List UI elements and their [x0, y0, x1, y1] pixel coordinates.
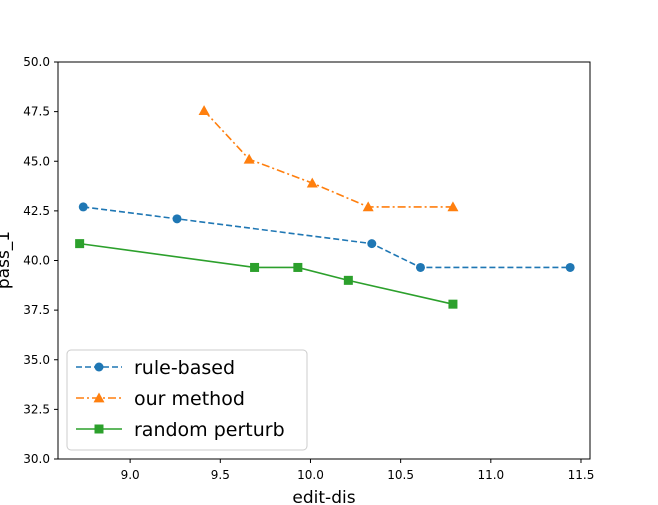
x-tick-label: 11.0	[477, 468, 504, 482]
data-point-our-method-5	[447, 201, 459, 212]
y-tick-label: 32.5	[23, 402, 50, 416]
data-point-rule-based-3	[367, 239, 377, 249]
series-layer	[75, 105, 575, 309]
y-tick-label: 45.0	[23, 154, 50, 168]
y-tick-label: 30.0	[23, 452, 50, 466]
data-point-rule-based-4	[415, 262, 425, 272]
data-point-rule-based-1	[78, 202, 88, 212]
data-point-random-perturb-5	[448, 299, 458, 309]
legend-marker-random-perturb	[94, 424, 104, 434]
legend-label-our-method: our method	[134, 388, 245, 410]
legend-frame	[66, 349, 308, 451]
y-tick-label: 47.5	[23, 105, 50, 119]
data-point-our-method-1	[198, 105, 210, 116]
y-tick-label: 35.0	[23, 353, 50, 367]
x-tick-label: 9.5	[211, 468, 230, 482]
data-point-random-perturb-2	[250, 262, 260, 272]
x-tick-label: 9.0	[121, 468, 140, 482]
data-point-our-method-4	[362, 201, 374, 212]
y-tick-label: 50.0	[23, 55, 50, 69]
y-tick-label: 40.0	[23, 254, 50, 268]
x-tick-label: 11.5	[568, 468, 595, 482]
ticks-layer: 9.0 9.5 10.0 10.5 11.0 11.5 30.0 32.5 35.0 37.5 40…	[23, 55, 594, 482]
data-point-random-perturb-1	[75, 239, 85, 249]
legend-label-random-perturb: random perturb	[134, 419, 285, 441]
data-point-random-perturb-3	[293, 262, 303, 272]
legend-label-rule-based: rule-based	[134, 357, 235, 379]
x-tick-label: 10.0	[297, 468, 324, 482]
data-point-random-perturb-4	[343, 275, 353, 285]
legend: rule-based our method random perturb	[66, 349, 308, 451]
data-point-our-method-3	[306, 177, 318, 188]
y-tick-label: 42.5	[23, 204, 50, 218]
y-axis-label: pass_1	[0, 231, 14, 289]
legend-marker-our-method	[93, 392, 105, 403]
x-axis-label: edit-dis	[292, 488, 355, 505]
data-point-our-method-2	[243, 153, 255, 164]
data-point-rule-based-2	[172, 214, 182, 224]
data-point-rule-based-5	[565, 262, 575, 272]
y-tick-label: 37.5	[23, 303, 50, 317]
legend-marker-rule-based	[94, 362, 104, 372]
x-tick-label: 10.5	[387, 468, 414, 482]
legend-items: rule-based our method random perturb	[76, 357, 285, 441]
